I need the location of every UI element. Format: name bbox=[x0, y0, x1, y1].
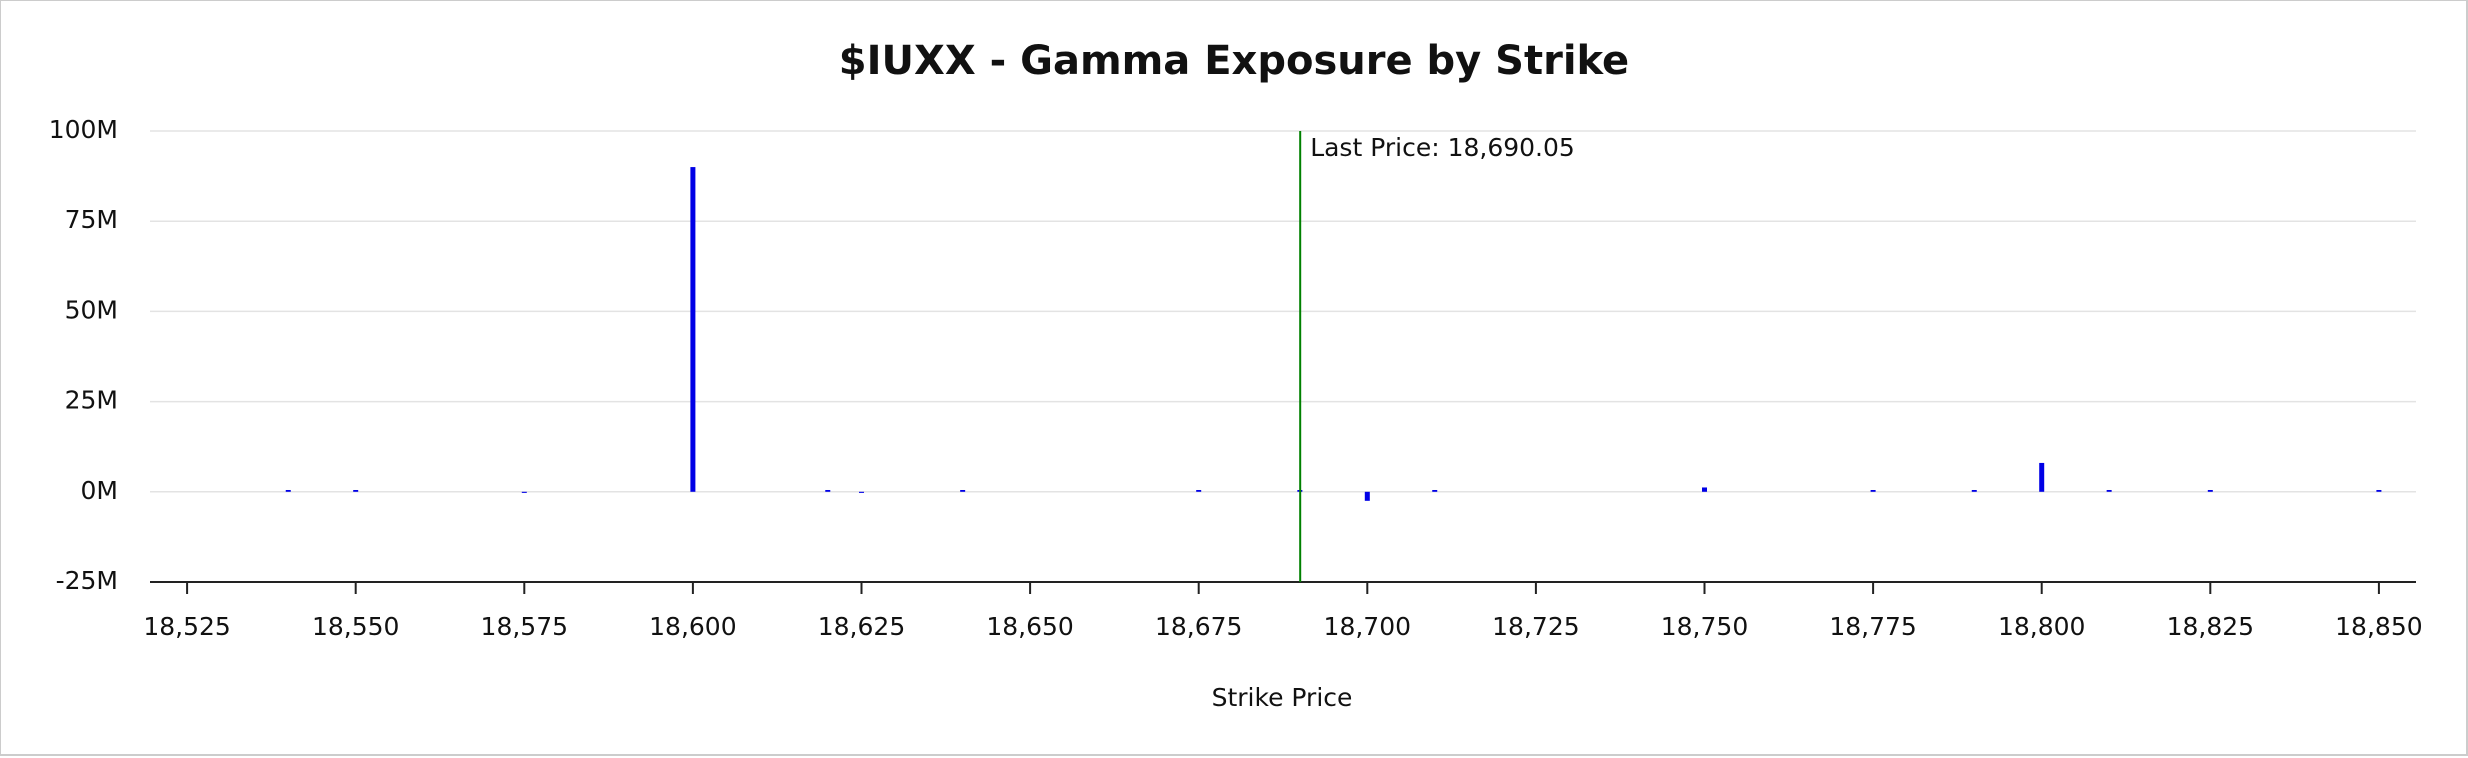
x-tick-label: 18,850 bbox=[2335, 612, 2422, 641]
x-tick-label: 18,700 bbox=[1324, 612, 1411, 641]
y-tick-label: 100M bbox=[49, 115, 118, 144]
bar bbox=[690, 167, 696, 492]
x-tick-label: 18,675 bbox=[1155, 612, 1242, 641]
bar bbox=[353, 489, 359, 492]
bar bbox=[285, 489, 291, 492]
x-tick-label: 18,550 bbox=[312, 612, 399, 641]
y-tick-label: 50M bbox=[65, 295, 118, 324]
bar bbox=[2207, 489, 2213, 492]
last-price-label: Last Price: 18,690.05 bbox=[1310, 133, 1575, 162]
y-tick-label: 25M bbox=[65, 386, 118, 415]
x-tick-label: 18,600 bbox=[649, 612, 736, 641]
x-tick-label: 18,750 bbox=[1661, 612, 1748, 641]
bar bbox=[2106, 489, 2112, 492]
x-axis-label: Strike Price bbox=[1212, 683, 1353, 712]
bar bbox=[2039, 462, 2045, 492]
x-tick-label: 18,625 bbox=[818, 612, 905, 641]
bar bbox=[1702, 487, 1708, 492]
x-tick-label: 18,725 bbox=[1492, 612, 1579, 641]
x-tick-label: 18,575 bbox=[481, 612, 568, 641]
x-tick-label: 18,650 bbox=[986, 612, 1073, 641]
chart-title: $IUXX - Gamma Exposure by Strike bbox=[839, 38, 1629, 84]
bar bbox=[825, 489, 831, 492]
x-tick-label: 18,525 bbox=[143, 612, 230, 641]
x-tick-label: 18,775 bbox=[1829, 612, 1916, 641]
bar bbox=[521, 491, 527, 493]
bar bbox=[858, 491, 864, 493]
x-tick-label: 18,800 bbox=[1998, 612, 2085, 641]
bar bbox=[960, 489, 966, 492]
bar bbox=[1364, 491, 1370, 501]
bar bbox=[1432, 489, 1438, 492]
bar bbox=[1196, 489, 1202, 492]
bar bbox=[1870, 489, 1876, 492]
y-tick-label: 75M bbox=[65, 205, 118, 234]
bar bbox=[2376, 489, 2382, 492]
y-tick-label: -25M bbox=[56, 566, 118, 595]
y-tick-label: 0M bbox=[81, 476, 118, 505]
x-tick-label: 18,825 bbox=[2167, 612, 2254, 641]
bar bbox=[1971, 489, 1977, 492]
